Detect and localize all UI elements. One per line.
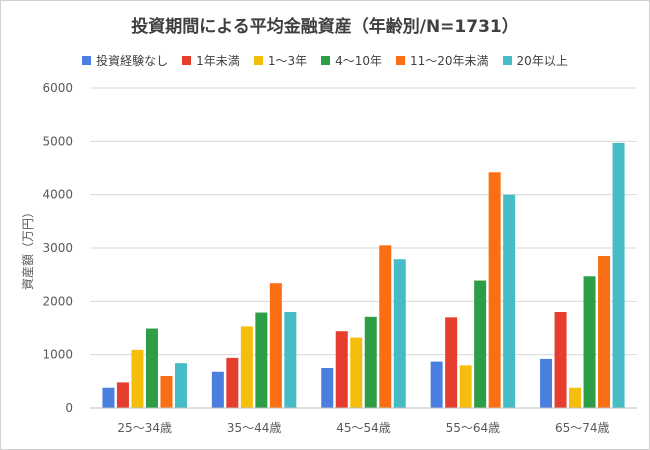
bar bbox=[131, 349, 144, 408]
bar bbox=[554, 312, 567, 408]
x-tick-label: 25〜34歳 bbox=[117, 421, 172, 435]
bar bbox=[321, 368, 334, 408]
bar bbox=[598, 256, 611, 408]
bar bbox=[393, 259, 406, 408]
bar bbox=[174, 363, 187, 408]
bar bbox=[240, 326, 253, 408]
y-tick-label: 6000 bbox=[42, 81, 73, 95]
bar bbox=[255, 312, 268, 408]
bar bbox=[445, 317, 458, 408]
legend-swatch bbox=[396, 56, 405, 65]
bar bbox=[430, 361, 443, 408]
x-tick-label: 55〜64歳 bbox=[446, 421, 501, 435]
bar bbox=[379, 245, 392, 408]
bar bbox=[284, 312, 297, 408]
bar bbox=[474, 280, 487, 408]
bar bbox=[160, 376, 173, 408]
legend-item: 11〜20年未満 bbox=[396, 52, 489, 69]
bar bbox=[612, 142, 625, 408]
y-axis-label: 資産額（万円） bbox=[20, 206, 35, 290]
bar bbox=[583, 276, 596, 408]
bar bbox=[269, 283, 282, 408]
legend-label: 11〜20年未満 bbox=[410, 54, 489, 68]
x-tick-label: 65〜74歳 bbox=[555, 421, 610, 435]
legend-swatch bbox=[321, 56, 331, 65]
legend-label: 4〜10年 bbox=[335, 54, 382, 68]
bar bbox=[226, 357, 239, 408]
y-tick-label: 2000 bbox=[42, 294, 73, 308]
chart-title: 投資期間による平均金融資産（年齢別/N=1731） bbox=[131, 17, 519, 37]
legend-item: 4〜10年 bbox=[321, 52, 382, 69]
bar bbox=[335, 331, 348, 408]
bar bbox=[350, 337, 363, 408]
legend-swatch bbox=[253, 56, 263, 65]
bar bbox=[211, 371, 224, 408]
legend-label: 投資経験なし bbox=[96, 54, 169, 68]
legend-label: 20年以上 bbox=[516, 54, 568, 68]
bar bbox=[488, 172, 501, 408]
legend-item: 投資経験なし bbox=[82, 52, 168, 69]
x-tick-label: 45〜54歳 bbox=[336, 421, 391, 435]
bar bbox=[503, 194, 516, 408]
bar bbox=[569, 387, 582, 408]
legend-label: 1〜3年 bbox=[267, 54, 308, 68]
legend-item: 1年未満 bbox=[182, 52, 240, 69]
bar bbox=[364, 316, 377, 408]
bar bbox=[459, 365, 472, 408]
legend-swatch bbox=[502, 56, 512, 65]
legend-item: 1〜3年 bbox=[253, 52, 308, 69]
bar bbox=[116, 382, 129, 408]
x-tick-label: 35〜44歳 bbox=[227, 421, 282, 435]
legend-item: 20年以上 bbox=[502, 52, 568, 69]
legend-label: 1年未満 bbox=[196, 54, 240, 68]
y-tick-label: 3000 bbox=[42, 241, 73, 255]
y-tick-label: 0 bbox=[65, 401, 73, 415]
y-tick-label: 4000 bbox=[42, 188, 73, 202]
y-tick-label: 5000 bbox=[42, 134, 73, 148]
bar bbox=[540, 358, 553, 408]
bar bbox=[145, 328, 158, 408]
y-tick-label: 1000 bbox=[42, 348, 73, 362]
legend-swatch bbox=[182, 56, 192, 65]
bar bbox=[102, 387, 115, 408]
legend: 投資経験なし 1年未満 1〜3年 4〜10年 11〜20年未満 20年以上 bbox=[0, 52, 650, 69]
legend-swatch bbox=[82, 56, 92, 65]
